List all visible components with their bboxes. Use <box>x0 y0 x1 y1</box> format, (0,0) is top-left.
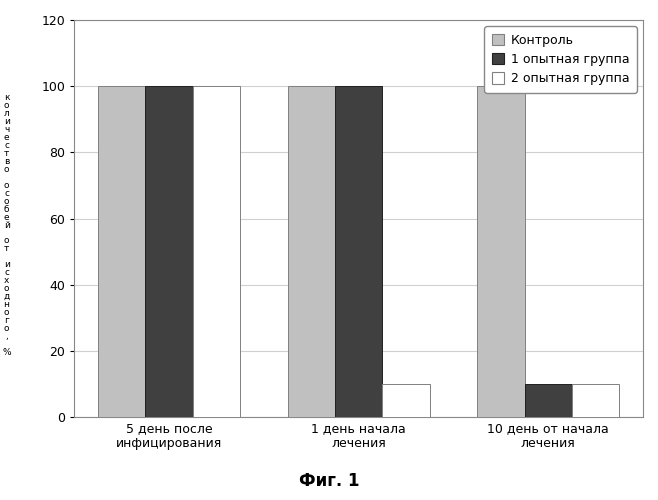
Bar <box>524 384 572 417</box>
Bar <box>98 86 145 417</box>
Bar <box>382 384 430 417</box>
Text: к
о
л
и
ч
е
с
т
в
о
 
о
с
о
б
е
й
 
о
т
 
и
с
х
о
д
н
о
г
о
,
 
%: к о л и ч е с т в о о с о б е й о т и с … <box>2 94 11 356</box>
Bar <box>572 384 619 417</box>
Legend: Контроль, 1 опытная группа, 2 опытная группа: Контроль, 1 опытная группа, 2 опытная гр… <box>484 26 637 93</box>
Bar <box>335 86 382 417</box>
Bar <box>145 86 193 417</box>
Bar <box>193 86 240 417</box>
Bar <box>477 86 524 417</box>
Text: Фиг. 1: Фиг. 1 <box>299 472 359 490</box>
Bar <box>288 86 335 417</box>
